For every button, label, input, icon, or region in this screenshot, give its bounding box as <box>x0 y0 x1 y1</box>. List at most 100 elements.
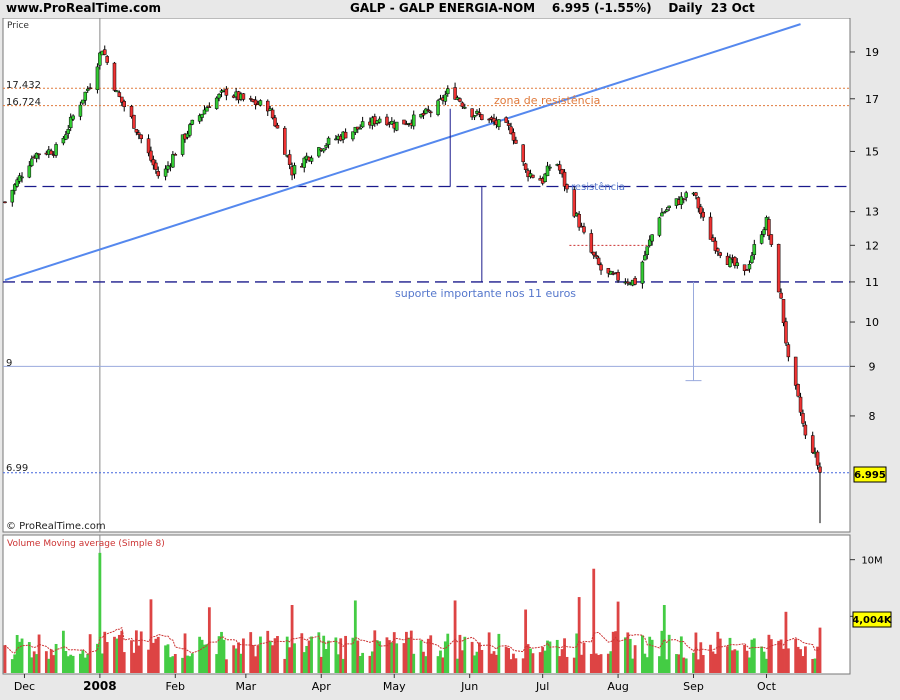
candle-body <box>728 257 732 267</box>
candle-body <box>694 192 698 196</box>
volume-bar <box>599 654 603 673</box>
candle-body <box>273 117 277 127</box>
candle-body <box>424 108 428 114</box>
volume-bar <box>66 656 70 673</box>
time-axis-label: Feb <box>166 680 185 693</box>
candle-body <box>606 268 611 274</box>
volume-bar <box>478 642 481 673</box>
candle-body <box>163 168 168 177</box>
candle-body <box>708 216 713 240</box>
candle-body <box>88 87 92 90</box>
time-axis-label: Mar <box>235 680 256 693</box>
candle-body <box>83 91 88 101</box>
volume-bar <box>285 636 289 673</box>
volume-bar <box>548 641 552 673</box>
candle-body <box>458 98 462 102</box>
volume-bar <box>115 638 119 673</box>
level-label-17432: 17.432 <box>6 80 41 91</box>
volume-bar <box>222 639 226 673</box>
candle-body <box>762 229 766 235</box>
volume-bar <box>575 633 579 673</box>
volume-bar <box>818 627 822 673</box>
candle-body <box>784 321 788 344</box>
volume-panel-title: Volume Moving average (Simple 8) <box>7 539 165 549</box>
candle-body <box>662 211 667 214</box>
candle-body <box>779 292 783 299</box>
volume-bar <box>648 636 652 673</box>
candle-body <box>122 101 126 108</box>
volume-bar <box>103 631 107 673</box>
time-axis-label: Apr <box>312 680 332 693</box>
volume-bar <box>675 654 678 673</box>
price-axis-label: 10 <box>865 316 879 329</box>
candle-body <box>17 175 22 182</box>
price-axis-label: 13 <box>865 206 879 219</box>
candle-body <box>37 153 41 156</box>
candle-body <box>786 344 791 358</box>
candle-body <box>258 100 263 106</box>
volume-bar <box>645 657 649 673</box>
volume-bar <box>609 651 613 673</box>
volume-bar <box>446 633 450 673</box>
volume-bar <box>100 653 104 673</box>
volume-bar <box>701 655 705 673</box>
candle-body <box>701 211 705 218</box>
resistance-zone-annotation: zona de resistência <box>494 94 600 107</box>
volume-bar <box>422 651 425 673</box>
candle-body <box>562 171 567 187</box>
candle-body <box>377 118 382 123</box>
volume-bar <box>188 656 192 673</box>
volume-bar <box>813 658 817 673</box>
volume-bar <box>490 653 493 673</box>
time-axis-label: Oct <box>757 680 777 693</box>
candle-body <box>781 299 786 324</box>
volume-bar <box>412 653 416 673</box>
volume-bar <box>47 658 51 673</box>
candle-body <box>154 162 158 170</box>
volume-bar <box>684 658 688 673</box>
volume-bar <box>497 633 501 673</box>
volume-bar <box>117 634 121 673</box>
candle-body <box>188 124 192 136</box>
volume-bar <box>10 659 14 673</box>
volume-bar <box>203 644 206 673</box>
volume-bar <box>796 646 800 673</box>
candle-body <box>185 133 190 138</box>
volume-bar <box>83 657 87 673</box>
volume-bar <box>370 651 374 673</box>
candle-body <box>713 240 718 251</box>
volume-bar <box>762 651 766 673</box>
volume-bar <box>614 631 618 673</box>
site-name[interactable]: www.ProRealTime.com <box>6 1 161 15</box>
candle-body <box>419 114 423 118</box>
volume-bar <box>443 641 447 673</box>
candle-body <box>151 159 156 166</box>
volume-bar <box>132 652 136 673</box>
candle-body <box>810 435 815 453</box>
volume-bar <box>336 654 340 673</box>
volume-bar <box>456 658 459 673</box>
volume-bar <box>113 636 116 673</box>
candle-body <box>85 88 90 91</box>
candle-body <box>353 126 358 133</box>
volume-bar <box>15 634 19 673</box>
volume-bar <box>611 631 615 673</box>
candle-body <box>112 62 117 91</box>
candle-body <box>105 56 109 63</box>
volume-bar <box>200 639 204 673</box>
candle-body <box>679 196 684 205</box>
volume-bar <box>507 647 510 673</box>
volume-bar <box>49 649 53 673</box>
candle-body <box>180 134 185 155</box>
candle-body <box>149 150 153 161</box>
candle-body <box>767 219 771 237</box>
candle-body <box>443 94 448 102</box>
volume-bar <box>288 647 292 673</box>
volume-bar <box>302 652 306 673</box>
candle-body <box>801 413 805 424</box>
volume-bar <box>475 651 479 673</box>
candle-body <box>351 131 355 140</box>
candle-body <box>514 139 518 144</box>
candle-body <box>523 163 528 171</box>
